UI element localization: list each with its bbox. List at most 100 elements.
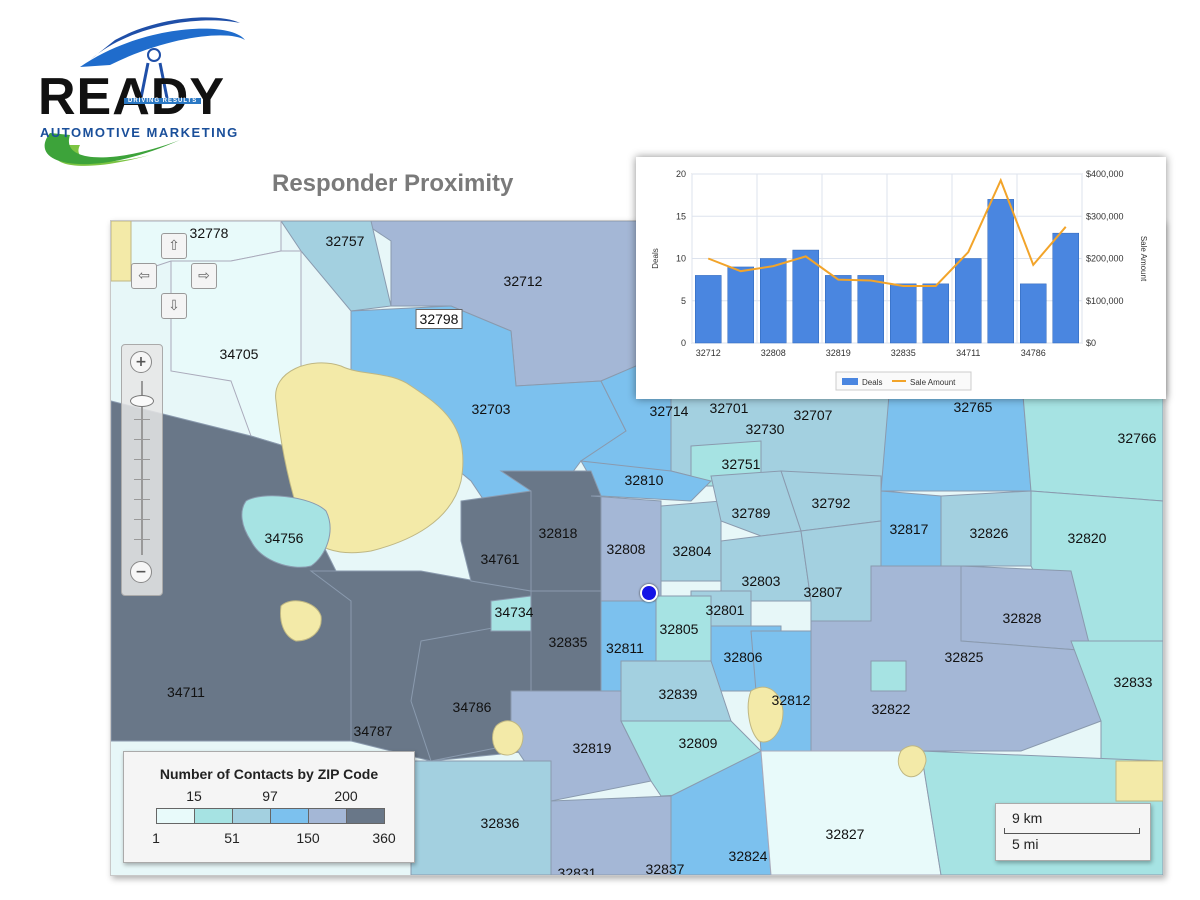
legend-swatch	[156, 808, 195, 824]
zip-label-32730: 32730	[745, 421, 785, 437]
zoom-slider-thumb[interactable]	[130, 395, 154, 407]
x-tick-label: 34786	[1021, 348, 1046, 358]
legend-title: Number of Contacts by ZIP Code	[159, 766, 379, 782]
legend-sale-amount-label: Sale Amount	[910, 378, 956, 387]
map-legend: Number of Contacts by ZIP Code 15 97 200 1 5…	[123, 751, 415, 863]
y-tick-label: 5	[681, 296, 686, 306]
zip-label-34711: 34711	[167, 684, 205, 700]
pan-up-button[interactable]: ⇧	[161, 233, 187, 259]
zip-label-32836: 32836	[480, 815, 520, 831]
scale-bar-line	[1004, 828, 1140, 834]
zip-label-32714: 32714	[649, 403, 689, 419]
zip-label-32824: 32824	[728, 848, 768, 864]
arrow-right-icon: ⇨	[198, 268, 210, 284]
bar-deals-34787	[1052, 232, 1079, 344]
legend-top-value: 97	[262, 788, 278, 804]
zip-label-34787: 34787	[353, 723, 393, 739]
zip-label-32825: 32825	[944, 649, 984, 665]
logo-subtitle: AUTOMOTIVE MARKETING	[40, 125, 239, 140]
region-32837	[550, 795, 672, 875]
y2-tick-label: $400,000	[1086, 169, 1124, 179]
zoom-track[interactable]	[141, 381, 143, 555]
bar-deals-32835	[890, 283, 917, 344]
legend-swatch	[232, 808, 271, 824]
legend-deals-swatch	[842, 378, 858, 385]
zip-label-32778: 32778	[189, 225, 229, 241]
bar-deals-32712	[695, 275, 722, 344]
pan-left-button[interactable]: ⇦	[131, 263, 157, 289]
zip-label-32809: 32809	[678, 735, 718, 751]
zip-label-32801: 32801	[705, 602, 745, 618]
bar-deals-32819	[825, 275, 852, 344]
y2-tick-label: $200,000	[1086, 254, 1124, 264]
pan-right-button[interactable]: ⇨	[191, 263, 217, 289]
bar-deals-32808	[760, 258, 787, 344]
y2-tick-label: $0	[1086, 338, 1096, 348]
lake-east	[897, 745, 927, 778]
region-34761	[460, 490, 532, 592]
zip-label-32835: 32835	[548, 634, 588, 650]
region-32827	[760, 750, 942, 875]
arrow-up-icon: ⇧	[168, 238, 180, 254]
minus-icon: −	[135, 564, 147, 580]
legend-deals-label: Deals	[862, 378, 882, 387]
zip-label-32807: 32807	[803, 584, 843, 600]
bar-deals-34786	[1020, 283, 1047, 344]
zip-label-32819: 32819	[572, 740, 612, 756]
zoom-tick	[134, 519, 150, 520]
y-tick-label: 20	[676, 169, 686, 179]
zip-label-34734: 34734	[494, 604, 534, 620]
zip-label-32810: 32810	[624, 472, 664, 488]
zip-label-32757: 32757	[325, 233, 365, 249]
scale-km-label: 9 km	[1012, 810, 1043, 826]
zip-label-32808: 32808	[606, 541, 646, 557]
x-tick-label: 32808	[761, 348, 786, 358]
bar-deals-32810	[792, 249, 819, 344]
zoom-control: + −	[121, 344, 163, 596]
region-32807	[800, 520, 882, 622]
zoom-tick	[134, 479, 150, 480]
zip-label-32792: 32792	[811, 495, 851, 511]
zip-label-32803: 32803	[741, 573, 781, 589]
legend-top-value: 200	[334, 788, 358, 804]
zoom-in-button[interactable]: +	[130, 351, 152, 373]
zip-label-32822: 32822	[871, 701, 911, 717]
zip-label-32826: 32826	[969, 525, 1009, 541]
legend-swatch	[270, 808, 309, 824]
region-34734	[490, 595, 532, 632]
x-tick-label: 32819	[826, 348, 851, 358]
x-tick-label: 34711	[956, 348, 980, 358]
zip-label-34761: 34761	[480, 551, 520, 567]
legend-swatch	[346, 808, 385, 824]
zip-label-32765: 32765	[953, 399, 993, 415]
zip-label-32827: 32827	[825, 826, 865, 842]
line-sale-amount	[707, 177, 1067, 287]
legend-bottom-value: 150	[296, 830, 320, 846]
legend-bottom-value: 1	[152, 830, 160, 846]
zip-label-32703: 32703	[471, 401, 511, 417]
zip-label-32820: 32820	[1067, 530, 1107, 546]
zoom-tick	[134, 539, 150, 540]
zip-label-32828: 32828	[1002, 610, 1042, 626]
zoom-out-button[interactable]: −	[130, 561, 152, 583]
current-location-marker[interactable]	[640, 584, 658, 602]
region-32825	[810, 565, 1102, 752]
legend-top-value: 15	[186, 788, 202, 804]
legend-bottom-value: 51	[224, 830, 240, 846]
y-tick-label: 0	[681, 338, 686, 348]
scale-bar: 9 km 5 mi	[995, 803, 1151, 861]
zip-label-32818: 32818	[538, 525, 578, 541]
bar-deals-32839	[922, 283, 949, 344]
zoom-tick	[134, 439, 150, 440]
pan-down-button[interactable]: ⇩	[161, 293, 187, 319]
zoom-tick	[134, 419, 150, 420]
legend-swatch	[194, 808, 233, 824]
zip-label-32811: 32811	[606, 640, 644, 656]
region-32804	[660, 500, 722, 582]
zip-label-32766: 32766	[1117, 430, 1157, 446]
bar-deals-34711	[955, 258, 982, 344]
arrow-left-icon: ⇦	[138, 268, 150, 284]
arrow-down-icon: ⇩	[168, 298, 180, 314]
y-tick-label: 10	[676, 254, 686, 264]
logo-tagline: DRIVING RESULTS	[124, 98, 202, 104]
